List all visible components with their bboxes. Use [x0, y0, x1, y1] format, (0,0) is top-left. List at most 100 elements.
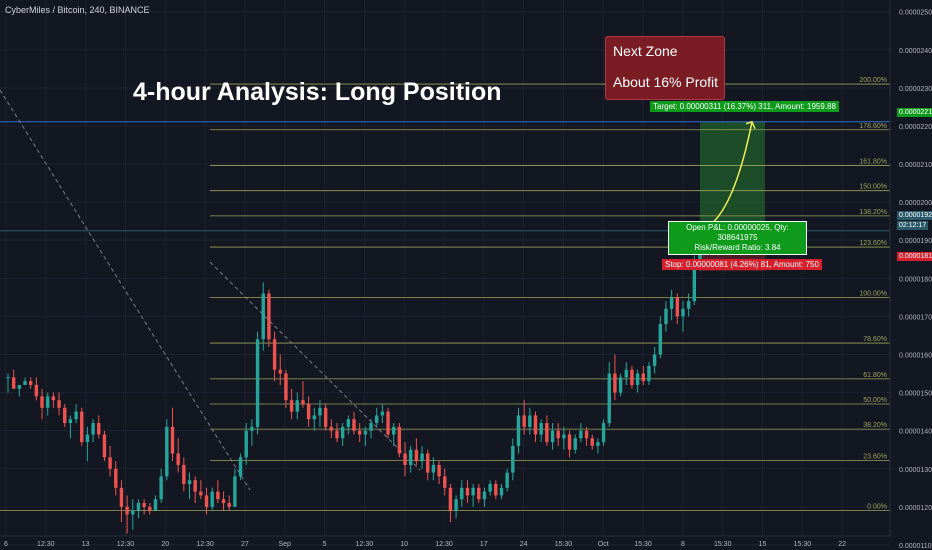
arrowhead [745, 120, 756, 130]
candle-body [323, 407, 328, 427]
x-tick-label: 22 [838, 541, 846, 548]
candle-body [488, 483, 492, 492]
candle-body [102, 434, 107, 458]
fib-level-label: 0.00% [867, 504, 887, 511]
candle-body [641, 373, 645, 382]
candle-body [681, 308, 685, 317]
callout-line-2: About 16% Profit [613, 74, 719, 90]
candle-body [40, 396, 44, 408]
candle-body [420, 453, 424, 462]
candle-body [255, 339, 260, 427]
x-tick-label: 15:30 [634, 541, 652, 548]
x-tick-label: Sep [278, 541, 291, 548]
candle-body [51, 396, 56, 401]
candle-body [131, 510, 135, 515]
candle-body [482, 491, 487, 500]
fib-level-label: 78.60% [863, 336, 887, 343]
candle-body [301, 400, 305, 405]
candle-body [363, 430, 368, 435]
target-label[interactable]: Target: 0.00000311 (16.37%) 311, Amount:… [650, 101, 839, 112]
target-zone [700, 121, 765, 241]
candle-body [669, 297, 674, 309]
open-pnl-box[interactable]: Open P&L: 0.00000025, Qty: 308641975 Ris… [668, 221, 807, 255]
candle-body [686, 301, 691, 309]
candle-body [267, 293, 271, 340]
candle-body [437, 464, 441, 477]
x-tick-label: 12:30 [37, 541, 55, 548]
x-tick-label: Oct [598, 541, 609, 548]
time-axis: 6 12:30 13 12:30 20 12:30 27 Sep 5 12:30 10 12:30 17… [0, 535, 890, 548]
candle-body [227, 503, 231, 507]
x-tick-label: 15:30 [714, 541, 732, 548]
candle-body [46, 396, 50, 408]
candle-body [68, 419, 73, 424]
downtrend-line-1 [0, 89, 251, 491]
candle-body [204, 495, 209, 507]
candle-body [584, 430, 589, 439]
candle-body [142, 503, 146, 507]
open-pnl-text: Open P&L: 0.00000025, Qty: 308641975 [686, 223, 789, 242]
candle-body [11, 377, 16, 389]
candle-body [340, 426, 345, 439]
candle-body [289, 400, 294, 412]
candle-body [295, 400, 299, 412]
fib-level-label: 38.20% [863, 422, 887, 429]
x-tick-label: 5 [323, 541, 327, 548]
candle-body [448, 487, 453, 511]
candle-body [675, 297, 680, 317]
candle-body [278, 369, 282, 374]
x-tick-label: 15:30 [555, 541, 573, 548]
candle-body [210, 491, 214, 507]
candle-body [573, 438, 577, 450]
x-tick-label: 20 [161, 541, 169, 548]
candle-body [528, 415, 532, 427]
candle-body [233, 476, 237, 507]
fib-level-label: 123.60% [859, 240, 887, 247]
x-tick-label: 27 [241, 541, 249, 548]
x-tick-label: 8 [681, 541, 685, 548]
candle-body [28, 381, 33, 385]
candle-body [119, 487, 124, 507]
current-price-tag: 0.00001925 [897, 211, 932, 220]
chart-headline: 4-hour Analysis: Long Position [133, 78, 502, 106]
fib-level-label: 61.80% [863, 372, 887, 379]
candle-body [216, 491, 220, 500]
symbol-header: CyberMiles / Bitcoin, 240, BINANCE [5, 5, 150, 15]
candle-body [533, 415, 538, 435]
candle-body [165, 426, 169, 477]
candle-body [590, 438, 594, 446]
callout-line-1: Next Zone [613, 43, 678, 59]
candle-body [397, 426, 402, 454]
candle-body [329, 426, 334, 431]
candle-body [692, 263, 697, 302]
candle-body [17, 384, 22, 389]
candle-body [647, 365, 651, 382]
candle-body [522, 415, 526, 427]
candle-body [221, 499, 226, 504]
candle-body [108, 457, 112, 469]
candle-body [74, 411, 78, 420]
candle-body [465, 487, 470, 496]
candle-body [409, 449, 413, 465]
candle-body [85, 434, 90, 443]
y-tick-label: 0.00002500 [899, 10, 932, 17]
fib-level-label: 50.00% [863, 397, 887, 404]
candle-body [318, 407, 322, 416]
candle-body [182, 464, 186, 484]
candle-body [159, 476, 163, 500]
candle-body [114, 468, 118, 488]
stop-label[interactable]: Stop: 0.00000081 (4.26%) 81, Amount: 750 [662, 259, 822, 270]
candle-body [335, 430, 339, 439]
fib-level-label: 100.00% [859, 290, 887, 297]
candle-body [545, 423, 549, 443]
candle-body [170, 426, 175, 454]
